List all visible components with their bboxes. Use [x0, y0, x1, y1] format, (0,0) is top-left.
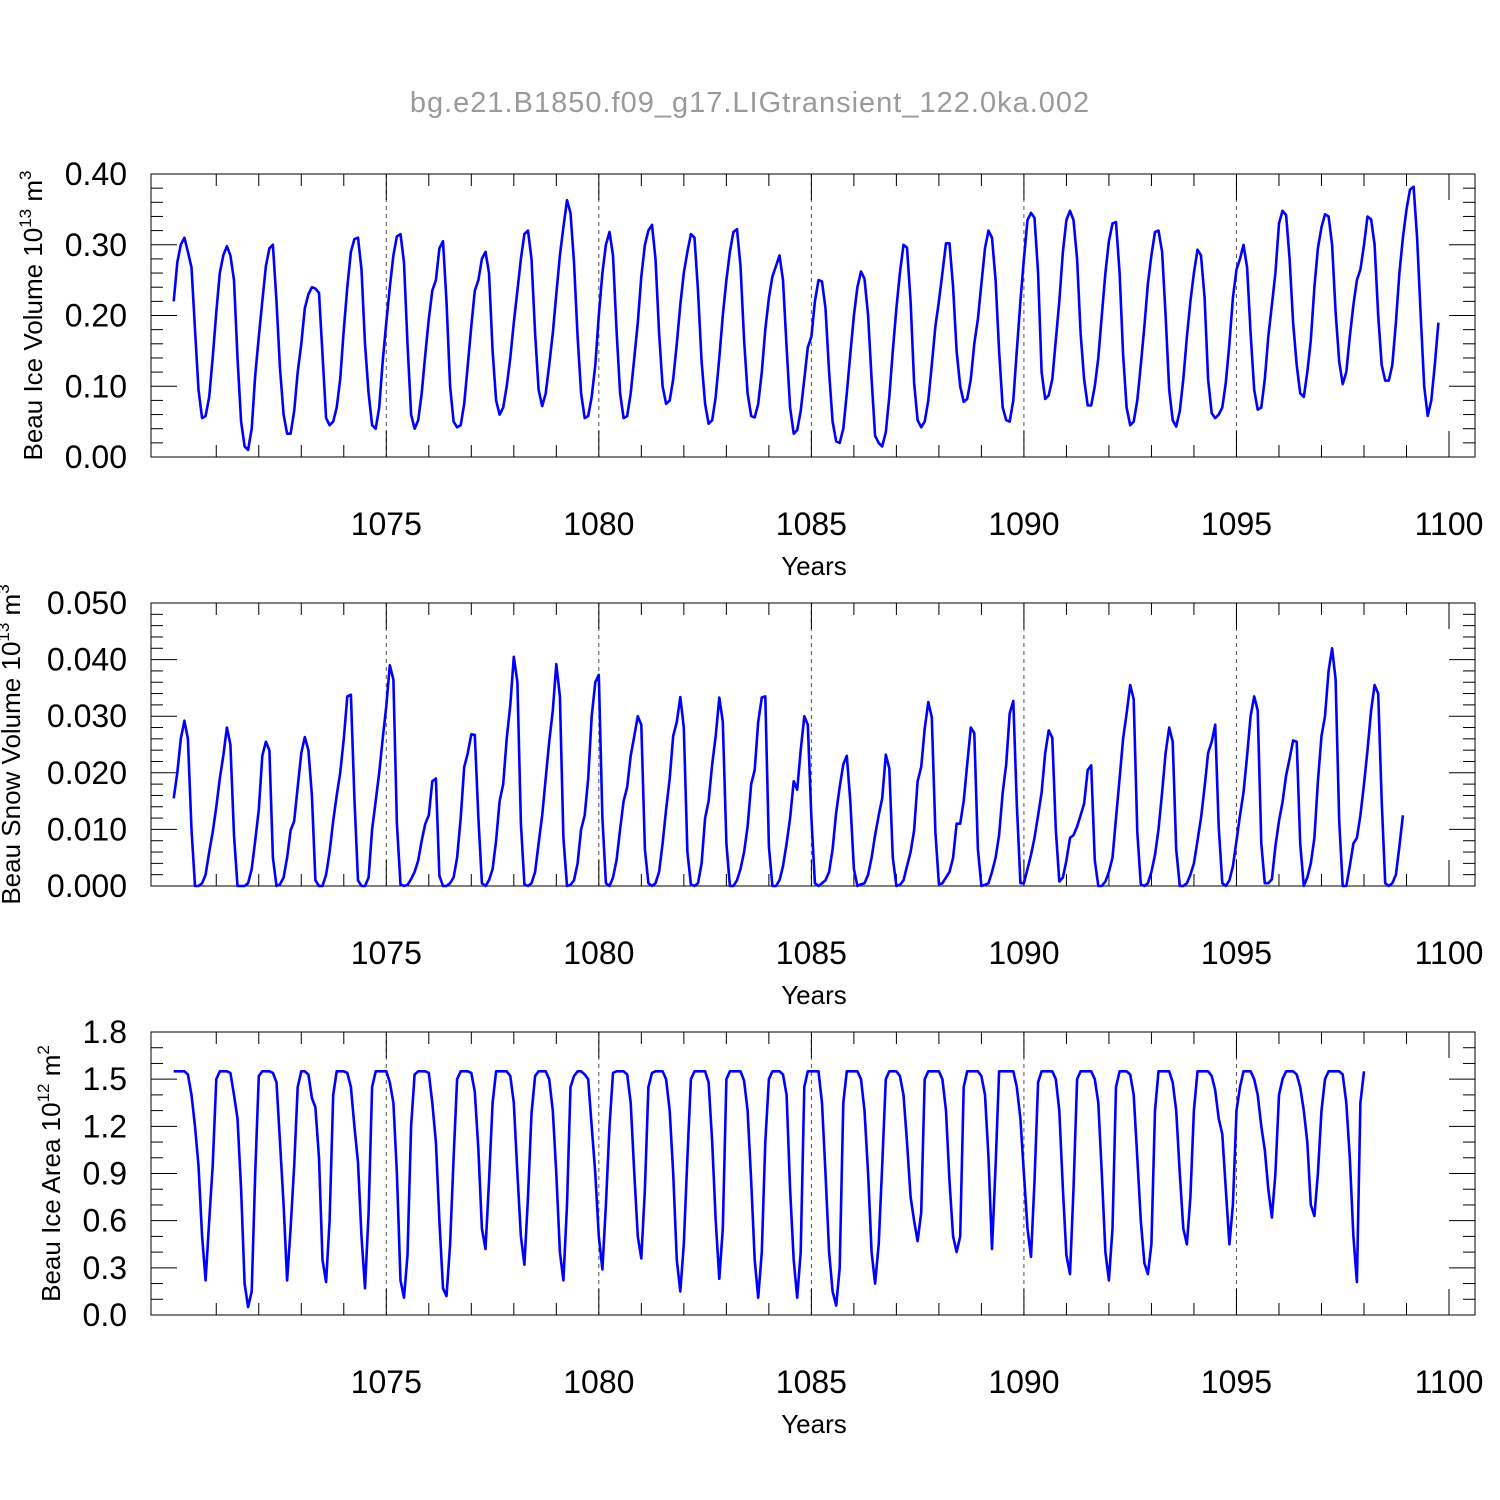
x-tick-label: 1100	[1415, 935, 1484, 971]
chart-panel-3: 1075 1080 1085 1090 1095 1100 Years 0.0 0.3 0.6 0.…	[34, 1014, 1483, 1439]
y-tick-label: 0.00	[65, 439, 127, 475]
y-axis-label-exponent: 3	[16, 171, 35, 180]
series-line-1	[172, 185, 1440, 452]
x-axis-label: Years	[781, 1409, 847, 1439]
y-axis-label: Beau Ice Volume 1013 m3	[16, 171, 48, 461]
x-tick-label: 1090	[988, 1364, 1059, 1400]
y-tick-label: 0.30	[65, 227, 127, 263]
y-axis-label-part: Beau Snow Volume 10	[0, 642, 26, 905]
y-axis-label-exponent: 13	[0, 623, 13, 642]
chart-panel-2: 1075 1080 1085 1090 1095 1100 Years 0.000 0.010 0…	[0, 584, 1483, 1010]
y-axis-label-part: m	[0, 594, 26, 623]
y-axis-label-exponent: 3	[0, 584, 13, 593]
x-tick-label: 1100	[1415, 1364, 1484, 1400]
y-axis-label-part: Beau Ice Area 10	[36, 1102, 66, 1301]
x-tick-label: 1085	[776, 935, 847, 971]
x-tick-label: 1080	[563, 1364, 634, 1400]
y-tick-label: 0.010	[47, 811, 127, 847]
y-axis-label-part: m	[18, 180, 48, 209]
x-tick-label: 1080	[563, 935, 634, 971]
y-tick-label: 0.050	[47, 585, 127, 621]
y-axis-label: Beau Snow Volume 1013 m3	[0, 584, 26, 904]
y-tick-label: 0.0	[83, 1297, 127, 1333]
y-axis-label-exponent: 13	[16, 209, 35, 228]
x-tick-label: 1100	[1415, 506, 1484, 542]
x-axis-label: Years	[781, 980, 847, 1010]
x-axis-label: Years	[781, 551, 847, 581]
y-tick-label: 1.2	[83, 1108, 127, 1144]
x-tick-label: 1095	[1201, 935, 1272, 971]
x-tick-label: 1090	[988, 935, 1059, 971]
x-tick-label: 1090	[988, 506, 1059, 542]
y-tick-label: 1.8	[83, 1014, 127, 1050]
x-tick-label: 1085	[776, 506, 847, 542]
plot-frame	[150, 602, 1476, 887]
series-line-1	[172, 646, 1405, 888]
x-tick-label: 1095	[1201, 1364, 1272, 1400]
x-tick-label: 1080	[563, 506, 634, 542]
y-axis-label-part: Beau Ice Volume 10	[18, 228, 48, 461]
main-title: bg.e21.B1850.f09_g17.LIGtransient_122.0k…	[410, 87, 1090, 119]
y-tick-label: 0.030	[47, 698, 127, 734]
y-tick-label: 0.20	[65, 298, 127, 334]
series-line-1	[173, 1070, 1366, 1309]
y-axis-label: Beau Ice Area 1012 m2	[34, 1045, 66, 1302]
y-tick-label: 0.40	[65, 156, 127, 192]
y-tick-label: 0.020	[47, 755, 127, 791]
y-tick-label: 0.000	[47, 868, 127, 904]
y-tick-label: 0.6	[83, 1203, 127, 1239]
y-axis-label-exponent: 2	[34, 1045, 53, 1054]
x-tick-label: 1075	[351, 935, 422, 971]
y-tick-label: 0.040	[47, 642, 127, 678]
y-tick-label: 0.3	[83, 1250, 127, 1286]
y-tick-label: 0.10	[65, 368, 127, 404]
x-tick-label: 1085	[776, 1364, 847, 1400]
y-tick-label: 1.5	[83, 1061, 127, 1097]
x-tick-label: 1075	[351, 506, 422, 542]
x-tick-label: 1095	[1201, 506, 1272, 542]
x-tick-label: 1075	[351, 1364, 422, 1400]
y-tick-label: 0.9	[83, 1156, 127, 1192]
y-axis-label-part: m	[36, 1055, 66, 1084]
chart-panel-1: 1075 1080 1085 1090 1095 1100 Years 0.00 0.10 0.2…	[16, 156, 1483, 581]
y-axis-label-exponent: 12	[34, 1083, 53, 1102]
chart-panels: 1075 1080 1085 1090 1095 1100 Years 0.00 0.10 0.2…	[0, 156, 1483, 1439]
